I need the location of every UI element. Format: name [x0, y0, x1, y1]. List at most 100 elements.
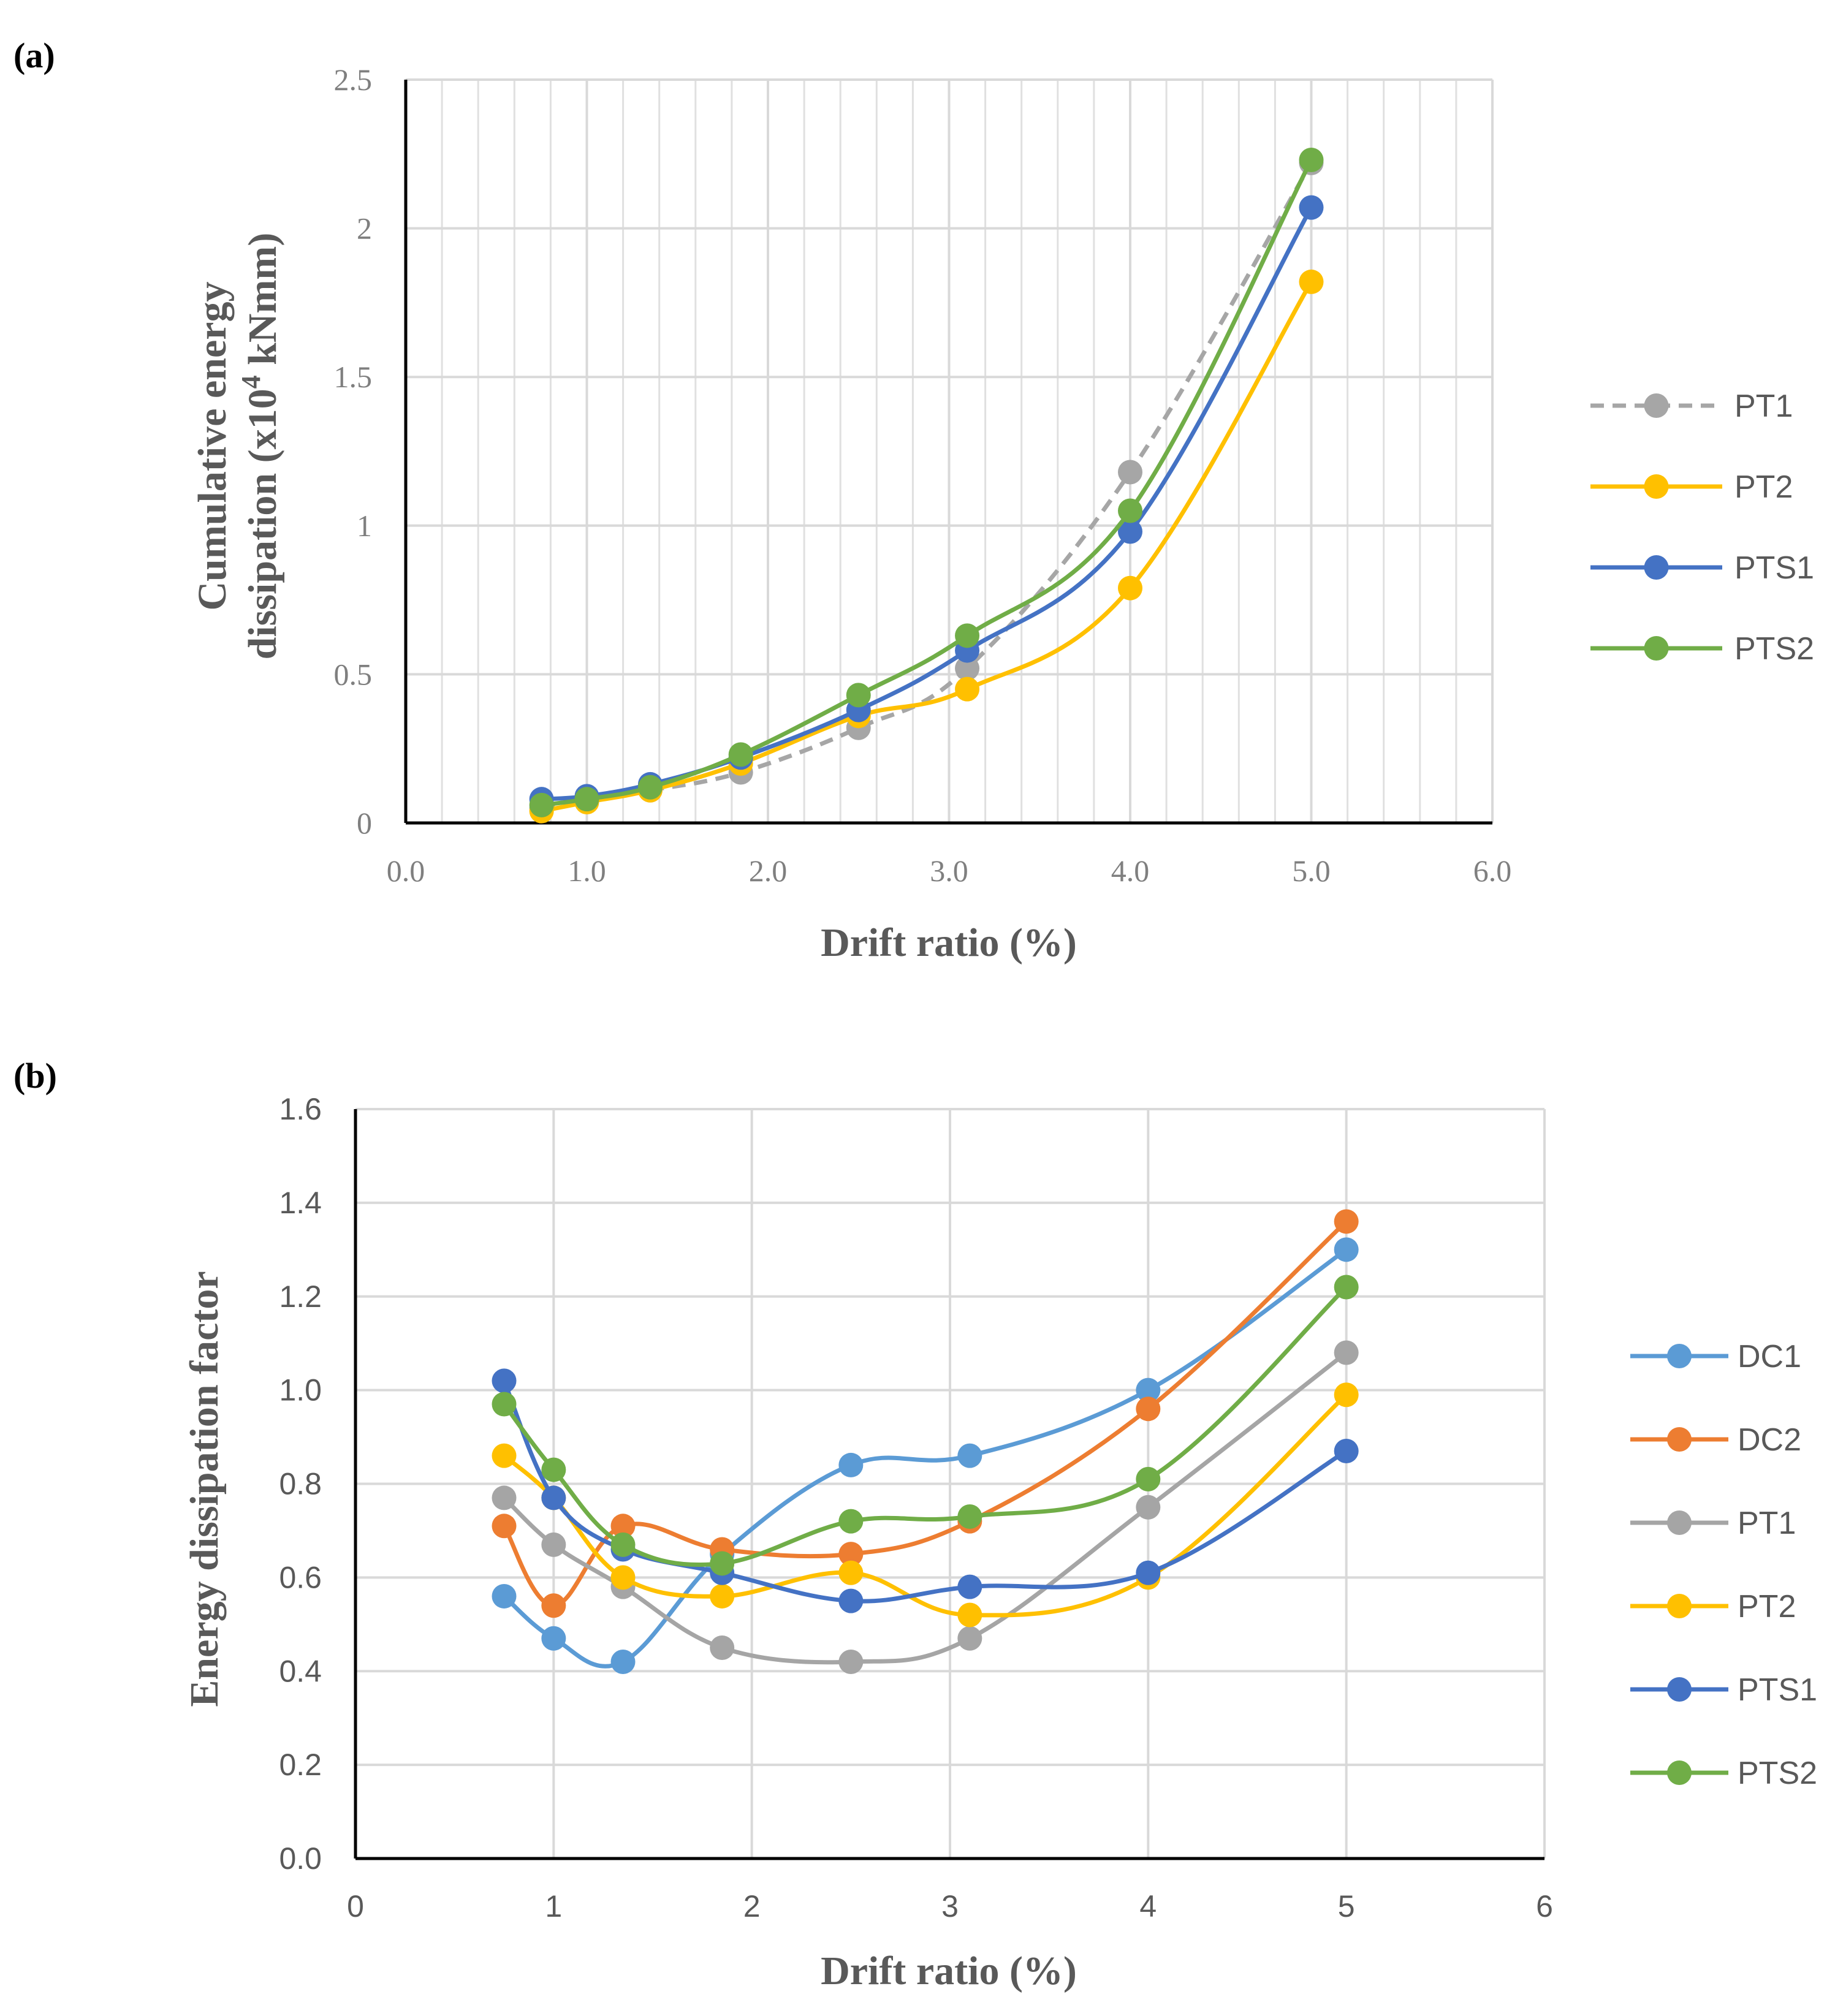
panel-a-y-tick-labels: 0 0.5 1 1.5 2 2.5 [334, 63, 373, 840]
panel-b-grid [355, 1108, 1546, 1859]
panel-a-axes [404, 80, 1492, 825]
data-point-pts2 [541, 1457, 566, 1482]
legend-label-pts2: PTS2 [1734, 631, 1814, 667]
legend-label-pt1: PT1 [1738, 1506, 1796, 1541]
y-tick-label: 0.5 [334, 657, 373, 691]
data-point-dc2 [838, 1542, 864, 1567]
y-tick-label: 0.6 [279, 1560, 322, 1594]
legend-marker-dc1 [1667, 1344, 1692, 1368]
y-tick-label: 0.2 [279, 1748, 322, 1782]
data-point-pt1 [492, 1485, 517, 1510]
data-point-pt2 [492, 1443, 517, 1468]
x-tick-label: 5 [1338, 1889, 1355, 1923]
y-tick-label: 0 [357, 806, 372, 840]
data-point-pts2 [1334, 1275, 1359, 1300]
data-point-pts1 [1334, 1438, 1359, 1463]
panel-b-label: (b) [13, 1056, 57, 1096]
panel-b-series [492, 1209, 1359, 1674]
data-point-pts2 [574, 787, 599, 812]
series-line-pt1 [503, 1351, 1348, 1665]
data-point-pts2 [710, 1551, 735, 1576]
y-tick-label: 1.2 [279, 1279, 322, 1314]
data-point-pts1 [541, 1485, 566, 1510]
data-point-pt2 [838, 1560, 864, 1585]
x-tick-label: 4.0 [1111, 854, 1150, 888]
x-tick-label: 1.0 [568, 854, 606, 888]
y-tick-label: 0.0 [279, 1841, 322, 1876]
series-line-pts1 [541, 206, 1313, 801]
panel-b-y-tick-labels: 0.0 0.2 0.4 0.6 0.8 1.0 1.2 1.4 1.6 [279, 1092, 322, 1876]
data-point-pts2 [838, 1509, 864, 1534]
data-point-pts2 [492, 1392, 517, 1417]
y-tick-label: 1.0 [279, 1373, 322, 1408]
data-point-pt1 [1334, 1340, 1359, 1365]
panel-a-label: (a) [13, 36, 55, 75]
panel-b-x-axis-title: Drift ratio (%) [821, 1949, 1077, 1993]
data-point-pt2 [955, 676, 980, 702]
legend-marker-dc2 [1667, 1427, 1692, 1452]
data-point-pt1 [957, 1626, 982, 1651]
legend-label-pt2: PT2 [1734, 469, 1793, 505]
data-point-dc1 [838, 1452, 864, 1477]
data-point-pt1 [541, 1532, 566, 1557]
x-tick-label: 0 [347, 1889, 364, 1923]
series-line-pt2 [541, 281, 1313, 814]
legend-marker-pt1 [1644, 393, 1669, 418]
legend-label-dc1: DC1 [1738, 1339, 1801, 1374]
ylabel-part-1: dissipation (x10 [240, 388, 285, 659]
x-tick-label: 6.0 [1473, 854, 1512, 888]
legend-label-pts2: PTS2 [1738, 1756, 1817, 1791]
data-point-pt1 [838, 1649, 864, 1674]
legend-marker-pts2 [1644, 636, 1669, 661]
data-point-dc2 [541, 1593, 566, 1618]
panel-a: (a) 0 0.5 1 1.5 2 2.5 0.0 1.0 2.0 3.0 4.0 5.0 6.0 P… [13, 36, 1814, 965]
data-point-dc2 [610, 1514, 636, 1539]
data-point-dc1 [492, 1583, 517, 1609]
panel-a-ylabel-line2: dissipation (x104 kNmm) [236, 233, 285, 660]
data-point-pts2 [955, 623, 980, 648]
legend-marker-pt2 [1644, 474, 1669, 499]
data-point-pts1 [492, 1368, 517, 1393]
legend-label-pt1: PT1 [1734, 388, 1793, 424]
data-point-dc1 [610, 1649, 636, 1674]
panel-a-legend: PT1 PT2 PTS1 PTS2 [1590, 388, 1814, 667]
panel-a-ylabel-line1: Cumulative energy [190, 281, 235, 610]
legend-marker-pt1 [1667, 1510, 1692, 1535]
series-line-pt1 [541, 162, 1313, 811]
data-point-pt2 [610, 1565, 636, 1590]
y-tick-label: 1 [357, 509, 372, 543]
x-tick-label: 4 [1139, 1889, 1157, 1923]
legend-marker-pts1 [1644, 555, 1669, 580]
x-tick-label: 3.0 [930, 854, 968, 888]
legend-label-pt2: PT2 [1738, 1589, 1796, 1624]
panel-b-legend: DC1 DC2 PT1 PT2 PTS1 PTS2 [1630, 1339, 1817, 1791]
data-point-pt2 [710, 1583, 735, 1609]
legend-label-pts1: PTS1 [1734, 550, 1814, 586]
x-tick-label: 1 [545, 1889, 562, 1923]
panel-a-x-axis-title: Drift ratio (%) [821, 920, 1077, 965]
series-line-pts2 [541, 159, 1313, 808]
panel-a-y-axis-title: Cumulative energy [190, 281, 235, 610]
data-point-pt1 [710, 1635, 735, 1661]
panel-b-y-axis-title: Energy dissipation factor [182, 1271, 227, 1707]
y-tick-label: 1.6 [279, 1092, 322, 1126]
legend-marker-pts1 [1667, 1677, 1692, 1702]
x-tick-label: 6 [1536, 1889, 1553, 1923]
y-tick-label: 1.4 [279, 1186, 322, 1220]
data-point-pts2 [1299, 148, 1324, 173]
legend-marker-pt2 [1667, 1594, 1692, 1618]
data-point-pt1 [955, 656, 980, 681]
data-point-pt1 [1136, 1495, 1161, 1520]
ylabel-part-3: kNmm) [240, 233, 285, 376]
data-point-pts2 [1118, 498, 1142, 523]
panel-a-series [529, 148, 1324, 824]
data-point-pts2 [957, 1504, 982, 1529]
data-point-pts1 [838, 1588, 864, 1613]
panel-b-ylabel: Energy dissipation factor [182, 1271, 227, 1707]
data-point-pts2 [728, 742, 753, 767]
data-point-pt1 [1118, 460, 1142, 485]
x-tick-label: 2.0 [749, 854, 788, 888]
y-tick-label: 2.5 [334, 63, 373, 97]
